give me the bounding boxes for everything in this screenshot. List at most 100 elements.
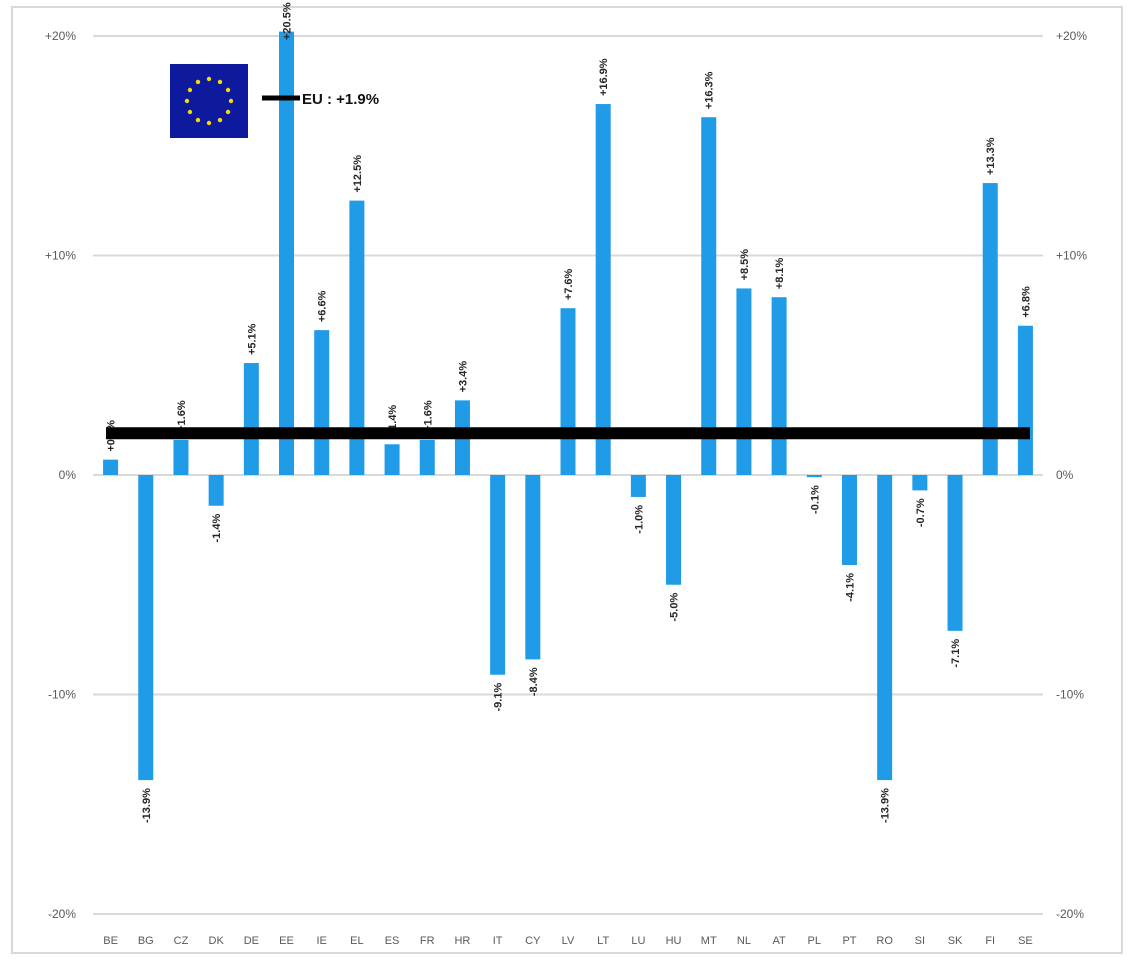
bar-RO	[877, 475, 893, 781]
x-tick-label: HU	[666, 935, 682, 947]
flag-star	[217, 117, 223, 123]
bar-EL	[349, 200, 365, 475]
y-tick-label-right: +10%	[1056, 249, 1087, 263]
y-tick-label-left: -10%	[48, 688, 76, 702]
x-tick-label: LU	[631, 935, 645, 947]
x-tick-label: DE	[244, 935, 259, 947]
bar-SE	[1017, 325, 1033, 475]
bar-PL	[806, 475, 822, 478]
x-tick-label: PT	[842, 935, 856, 947]
bar-FR	[419, 439, 435, 475]
flag-star	[206, 76, 212, 82]
data-label-DE: +5.1%	[246, 323, 258, 355]
bar-NL	[736, 288, 752, 475]
y-tick-label-right: -20%	[1056, 907, 1084, 921]
flag-star	[217, 79, 223, 85]
chart-frame	[11, 6, 1123, 954]
bar-SK	[947, 475, 963, 631]
bar-CY	[525, 475, 541, 660]
data-label-BG: -13.9%	[141, 788, 153, 823]
x-tick-label: IE	[317, 935, 327, 947]
bar-IE	[314, 330, 330, 475]
eu-flag-icon	[170, 64, 248, 138]
data-label-FR: +1.6%	[422, 400, 434, 432]
bar-BG	[138, 475, 154, 781]
bars	[103, 31, 1033, 781]
data-label-PT: -4.1%	[844, 573, 856, 602]
data-label-IT: -9.1%	[493, 683, 505, 712]
y-tick-label-right: 0%	[1056, 468, 1074, 482]
data-label-LT: +16.9%	[598, 58, 610, 96]
x-tick-label: FR	[420, 935, 435, 947]
bar-PT	[841, 475, 857, 565]
bar-EE	[279, 31, 295, 476]
x-tick-label: BE	[103, 935, 118, 947]
flag-star	[225, 87, 231, 93]
data-label-SE: +6.8%	[1020, 286, 1032, 318]
x-tick-label: SE	[1018, 935, 1033, 947]
x-tick-label: EE	[279, 935, 294, 947]
x-tick-label: CZ	[174, 935, 189, 947]
y-tick-label-right: -10%	[1056, 688, 1084, 702]
y-tick-label-left: +10%	[45, 249, 76, 263]
data-label-MT: +16.3%	[704, 71, 716, 109]
bar-DE	[243, 363, 259, 475]
bar-SI	[912, 475, 928, 491]
data-label-HR: +3.4%	[457, 361, 469, 393]
bar-FI	[982, 183, 998, 475]
bar-MT	[701, 117, 717, 475]
bar-HU	[666, 475, 682, 585]
eu-legend-label: EU : +1.9%	[302, 91, 379, 108]
x-tick-label: ES	[385, 935, 400, 947]
data-label-LV: +7.6%	[563, 268, 575, 300]
x-tick-label: LT	[597, 935, 609, 947]
x-tick-label: EL	[350, 935, 363, 947]
flag-star	[206, 120, 212, 126]
x-tick-label: NL	[737, 935, 751, 947]
x-tick-label: MT	[701, 935, 717, 947]
data-label-SK: -7.1%	[950, 639, 962, 668]
bar-LU	[630, 475, 646, 497]
bar-LV	[560, 308, 576, 475]
flag-star	[195, 79, 201, 85]
data-label-IE: +6.6%	[317, 290, 329, 322]
x-tick-label: RO	[876, 935, 893, 947]
x-tick-label: PL	[808, 935, 821, 947]
flag-star	[228, 98, 234, 104]
y-axis-left: -20% -10% 0% +10% +20%	[45, 29, 76, 921]
flag-star	[187, 109, 193, 115]
x-tick-label: LV	[562, 935, 575, 947]
data-label-EE: +20.5%	[282, 2, 294, 40]
data-label-RO: -13.9%	[880, 788, 892, 823]
data-label-NL: +8.5%	[739, 249, 751, 281]
x-tick-label: HR	[454, 935, 470, 947]
bar-IT	[490, 475, 506, 675]
y-tick-label-left: 0%	[59, 468, 77, 482]
y-tick-label-right: +20%	[1056, 29, 1087, 43]
x-tick-label: DK	[209, 935, 225, 947]
flag-star	[187, 87, 193, 93]
flag-star	[195, 117, 201, 123]
x-tick-label: AT	[772, 935, 786, 947]
x-tick-label: BG	[138, 935, 154, 947]
data-label-PL: -0.1%	[809, 485, 821, 514]
data-label-SI: -0.7%	[915, 498, 927, 527]
data-labels: +0.7%-13.9%+1.6%-1.4%+5.1%+20.5%+6.6%+12…	[106, 2, 1033, 823]
bar-ES	[384, 444, 400, 475]
x-tick-label: FI	[985, 935, 995, 947]
data-label-AT: +8.1%	[774, 257, 786, 289]
bar-LT	[595, 104, 611, 476]
bar-DK	[208, 475, 224, 506]
data-label-EL: +12.5%	[352, 155, 364, 193]
data-label-FI: +13.3%	[985, 137, 997, 175]
y-tick-label-left: +20%	[45, 29, 76, 43]
bar-AT	[771, 297, 787, 475]
data-label-LU: -1.0%	[633, 505, 645, 534]
category-labels: BE BG CZ DK DE EE IE EL ES FR HR IT CY LV LT LU HU MT NL AT…	[103, 935, 1033, 947]
x-tick-label: CY	[525, 935, 541, 947]
x-tick-label: SI	[915, 935, 925, 947]
bar-BE	[103, 459, 119, 475]
x-tick-label: SK	[948, 935, 963, 947]
data-label-CZ: +1.6%	[176, 400, 188, 432]
